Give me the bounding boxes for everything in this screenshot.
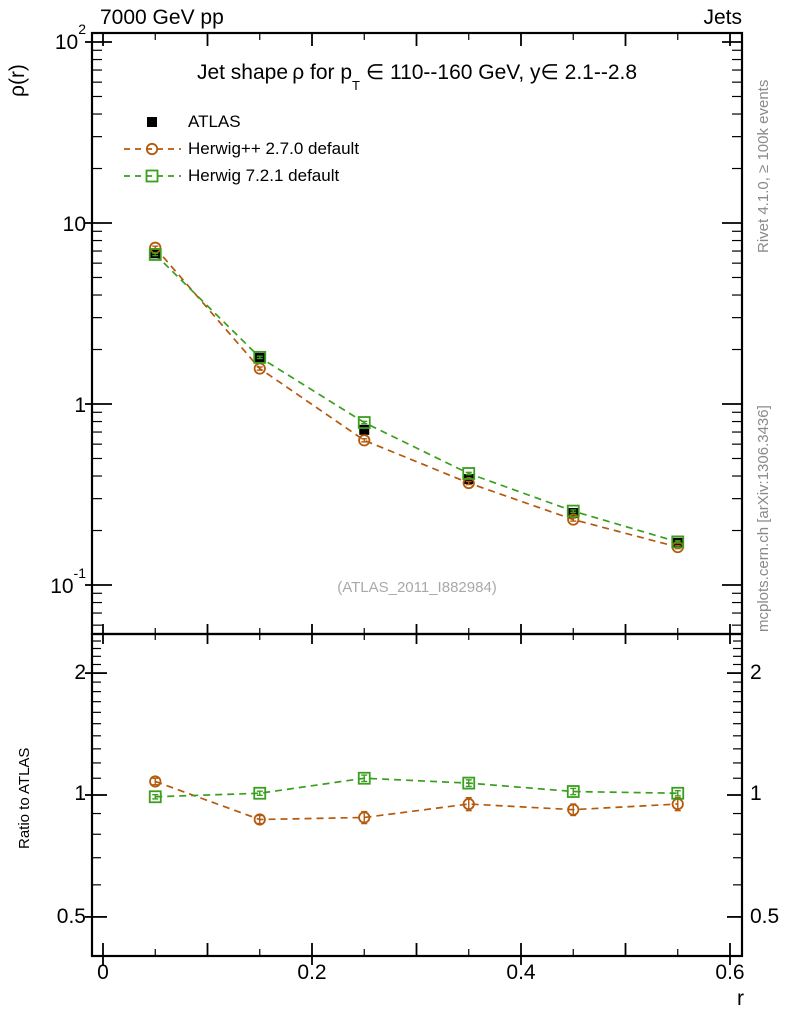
series-points-herwig-2-7-0-default xyxy=(149,241,684,554)
ratio-points-herwig-7-2-1-default xyxy=(148,771,685,804)
marker-open-circle xyxy=(358,811,371,824)
y-axis-label-main: ρ(r) xyxy=(6,64,29,97)
analysis-group-label: Jets xyxy=(703,6,742,29)
beam-energy-label: 7000 GeV pp xyxy=(100,6,224,29)
ratio-line-herwig-7-2-1-default xyxy=(155,777,678,798)
marker-open-square xyxy=(253,786,267,800)
series-points-herwig-7-2-1-default xyxy=(148,248,685,549)
marker-open-circle xyxy=(462,797,475,811)
y-tick-label-10: 10 xyxy=(62,213,86,236)
marker-open-square xyxy=(357,416,371,429)
legend-marker-herwig-2-7-0-default xyxy=(124,142,181,156)
series-points-atlas xyxy=(150,248,683,548)
rivet-version-label: Rivet 4.1.0, ≥ 100k events xyxy=(755,79,772,253)
legend-marker-herwig-7-2-1-default xyxy=(124,169,181,183)
marker-open-circle xyxy=(567,803,580,816)
y-tick-label-100: 102 xyxy=(54,21,86,54)
marker-filled-square xyxy=(147,117,157,127)
marker-open-circle xyxy=(149,775,162,788)
plot-title: Jet shape ρ for pT ∈ 110--160 GeV, y∈ 2.… xyxy=(92,60,742,93)
ratio-tick-right-2: 2 xyxy=(750,661,762,684)
analysis-id-watermark: (ATLAS_2011_I882984) xyxy=(337,579,497,596)
legend-label-atlas: ATLAS xyxy=(188,112,241,131)
ratio-tick-left-1: 1 xyxy=(74,782,86,805)
marker-filled-square xyxy=(359,424,370,435)
legend-markers xyxy=(124,117,181,183)
ratio-tick-left-2: 2 xyxy=(74,661,86,684)
ratio-tick-right-0p5: 0.5 xyxy=(750,905,780,928)
plot-title-pre: Jet shape ρ for p xyxy=(196,61,353,84)
marker-open-square xyxy=(566,504,580,518)
marker-open-square xyxy=(357,771,371,785)
axis-ticks xyxy=(85,33,742,965)
marker-open-circle xyxy=(462,476,475,490)
legend-label-herwigpp: Herwig++ 2.7.0 default xyxy=(188,139,360,158)
ratio-tick-right-1: 1 xyxy=(750,782,762,805)
marker-open-circle xyxy=(358,434,371,447)
plot-title-post: ∈ 110--160 GeV, y∈ 2.1--2.8 xyxy=(359,61,638,84)
marker-open-circle xyxy=(145,142,159,156)
marker-open-circle xyxy=(253,813,266,826)
marker-open-square xyxy=(671,535,685,549)
legend-label-herwig7: Herwig 7.2.1 default xyxy=(188,166,340,185)
ratio-tick-left-0p5: 0.5 xyxy=(56,905,86,928)
ratio-line-herwig-2-7-0-default xyxy=(154,780,678,821)
series-line-herwig-7-2-1-default xyxy=(154,253,678,543)
x-tick-label-0p2: 0.2 xyxy=(297,961,327,984)
x-tick-label-0: 0 xyxy=(97,961,109,984)
ratio-panel-frame xyxy=(90,632,744,958)
series-line-herwig-2-7-0-default xyxy=(154,247,678,548)
marker-open-square xyxy=(566,785,580,798)
marker-open-square xyxy=(671,786,685,800)
marker-open-square xyxy=(148,248,162,261)
marker-open-square xyxy=(145,169,159,183)
legend-marker-atlas xyxy=(147,117,157,127)
marker-open-square xyxy=(253,350,267,364)
marker-open-square xyxy=(462,776,476,790)
y-tick-label-1: 1 xyxy=(74,394,86,417)
mcplots-arxiv-label: mcplots.cern.ch [arXiv:1306.3436] xyxy=(755,405,772,632)
y-tick-label-0p1: 10-1 xyxy=(50,565,86,598)
marker-open-square xyxy=(148,790,162,804)
ratio-points-herwig-2-7-0-default xyxy=(149,775,684,826)
plot-title-subscript: T xyxy=(352,78,360,94)
x-tick-label-0p6: 0.6 xyxy=(715,961,745,984)
x-tick-label-0p4: 0.4 xyxy=(506,961,536,984)
data-layer xyxy=(148,241,685,826)
marker-open-square xyxy=(462,467,476,480)
x-axis-label: r xyxy=(737,987,744,1010)
marker-open-circle xyxy=(567,513,580,526)
